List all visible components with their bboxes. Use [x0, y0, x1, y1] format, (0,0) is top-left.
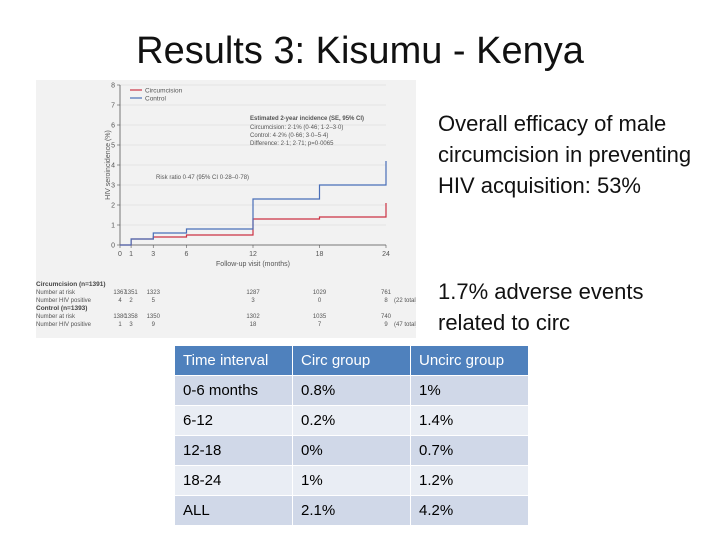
cell-circ: 0.2%	[292, 405, 411, 436]
cell-interval: 0-6 months	[174, 375, 293, 406]
y-tick-label: 3	[111, 183, 115, 190]
x-tick-label: 6	[185, 251, 189, 258]
y-tick-label: 4	[111, 163, 115, 170]
cell-circ: 0%	[292, 435, 411, 466]
risk-cell: 1323	[147, 290, 161, 296]
y-axis-label: HIV seroincidence (%)	[105, 130, 112, 200]
incidence-line: Control: 4·2% (0·66; 3·0–5·4)	[250, 133, 328, 139]
cell-interval: 6-12	[174, 405, 293, 436]
x-tick-label: 3	[151, 251, 155, 258]
risk-cell: 9	[384, 322, 388, 328]
header-time-interval: Time interval	[174, 345, 293, 376]
table-row: 0-6 months 0.8% 1%	[174, 375, 529, 406]
cell-circ: 0.8%	[292, 375, 411, 406]
risk-cell: 1029	[313, 290, 327, 296]
risk-cell: 3	[129, 322, 133, 328]
y-tick-label: 8	[111, 83, 115, 90]
x-tick-label: 12	[249, 251, 257, 258]
risk-cell: 1350	[147, 314, 161, 320]
cell-circ: 2.1%	[292, 495, 411, 526]
risk-cell: 1287	[246, 290, 260, 296]
risk-cell: 740	[381, 314, 392, 320]
risk-total: (47 total)	[394, 322, 416, 328]
header-circ-group: Circ group	[292, 345, 411, 376]
series-line-control	[120, 161, 387, 246]
cell-interval: 18-24	[174, 465, 293, 496]
y-tick-label: 5	[111, 143, 115, 150]
risk-table: Circumcision (n=1391)Number at risk 13671…	[36, 281, 418, 328]
cell-interval: ALL	[174, 495, 293, 526]
risk-cell: 1351	[124, 290, 138, 296]
risk-total: (22 total)	[394, 298, 416, 304]
risk-group-header: Circumcision (n=1391)	[36, 281, 106, 288]
risk-group-header: Control (n=1393)	[36, 305, 87, 312]
chart-gridlines	[120, 84, 386, 246]
table-row: 6-12 0.2% 1.4%	[174, 405, 529, 436]
y-tick-label: 6	[111, 123, 115, 130]
table-row: 12-18 0% 0.7%	[174, 435, 529, 466]
risk-cell: 9	[152, 322, 156, 328]
cell-circ: 1%	[292, 465, 411, 496]
slide-title: Results 3: Kisumu - Kenya	[136, 30, 584, 72]
x-tick-label: 18	[316, 251, 324, 258]
adverse-events-text: 1.7% adverse events related to circ	[438, 279, 644, 335]
incidence-line: Difference: 2·1; 2·71; p=0·0065	[250, 141, 334, 147]
results-table-header-row: Time interval Circ group Uncirc group	[174, 345, 529, 376]
risk-cell: 5	[152, 298, 156, 304]
x-tick-label: 1	[129, 251, 133, 258]
risk-cell: 0	[318, 298, 322, 304]
risk-cell: 2	[129, 298, 133, 304]
risk-cell: 18	[250, 322, 257, 328]
y-tick-label: 7	[111, 103, 115, 110]
risk-ratio-label: Risk ratio 0·47 (95% CI 0·28–0·78)	[156, 175, 249, 181]
y-tick-label: 1	[111, 223, 115, 230]
risk-row-label: Number at risk	[36, 290, 76, 296]
cell-uncirc: 1%	[410, 375, 529, 406]
results-table: Time interval Circ group Uncirc group 0-…	[174, 345, 529, 526]
legend-label: Circumcision	[145, 88, 183, 95]
table-row: ALL 2.1% 4.2%	[174, 495, 529, 526]
risk-cell: 4	[118, 298, 122, 304]
cell-uncirc: 1.2%	[410, 465, 529, 496]
risk-cell: 3	[251, 298, 255, 304]
y-tick-label: 2	[111, 203, 115, 210]
header-uncirc-group: Uncirc group	[410, 345, 529, 376]
risk-cell: 8	[384, 298, 388, 304]
cell-uncirc: 1.4%	[410, 405, 529, 436]
risk-cell: 1367	[113, 290, 127, 296]
cell-interval: 12-18	[174, 435, 293, 466]
cell-uncirc: 4.2%	[410, 495, 529, 526]
risk-cell: 1302	[246, 314, 260, 320]
chart-annotations: Estimated 2-year incidence (SE, 95% CI) C…	[156, 116, 364, 181]
x-tick-label: 24	[382, 251, 390, 258]
x-axis-label: Follow-up visit (months)	[216, 261, 290, 268]
incidence-line: Circumcision: 2·1% (0·46; 1·2–3·0)	[250, 125, 343, 131]
risk-row-label: Number HIV positive	[36, 298, 92, 304]
risk-row-label: Number HIV positive	[36, 322, 92, 328]
risk-cell: 1380	[113, 314, 127, 320]
risk-cell: 761	[381, 290, 392, 296]
y-tick-label: 0	[111, 243, 115, 250]
cell-uncirc: 0.7%	[410, 435, 529, 466]
table-row: 18-24 1% 1.2%	[174, 465, 529, 496]
risk-row-label: Number at risk	[36, 314, 76, 320]
risk-cell: 7	[318, 322, 322, 328]
efficacy-text: Overall efficacy of male circumcision in…	[438, 111, 692, 198]
risk-cell: 1	[118, 322, 122, 328]
legend-label: Control	[145, 96, 167, 103]
risk-cell: 1358	[124, 314, 138, 320]
risk-cell: 1035	[313, 314, 327, 320]
incidence-title: Estimated 2-year incidence (SE, 95% CI)	[250, 116, 364, 122]
x-tick-label: 0	[118, 251, 122, 258]
